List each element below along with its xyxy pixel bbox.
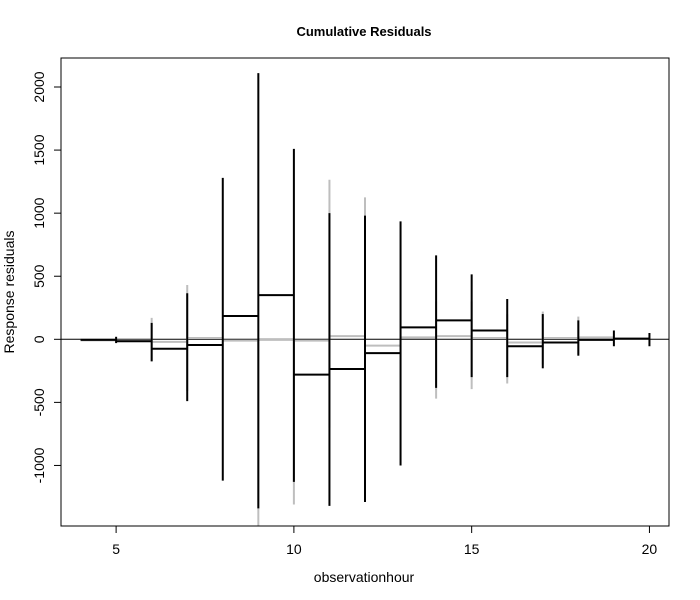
y-tick-label: 1000	[31, 197, 47, 228]
x-tick-label: 15	[464, 541, 480, 557]
chart-title: Cumulative Residuals	[296, 24, 431, 39]
y-axis-label: Response residuals	[1, 231, 17, 354]
x-tick-label: 20	[642, 541, 658, 557]
x-axis-label: observationhour	[314, 569, 415, 585]
y-axis: -1000 -500 0 500 1000 1500 2000	[31, 71, 62, 483]
y-tick-label: 2000	[31, 71, 47, 102]
y-tick-label: -500	[31, 388, 47, 416]
x-axis: 5 10 15 20	[112, 525, 658, 557]
y-tick-label: 0	[31, 335, 47, 343]
plot-marks	[61, 73, 669, 526]
y-tick-label: 1500	[31, 134, 47, 165]
y-tick-label: -1000	[31, 447, 47, 483]
x-tick-label: 5	[112, 541, 120, 557]
y-tick-label: 500	[31, 264, 47, 288]
x-tick-label: 10	[286, 541, 302, 557]
